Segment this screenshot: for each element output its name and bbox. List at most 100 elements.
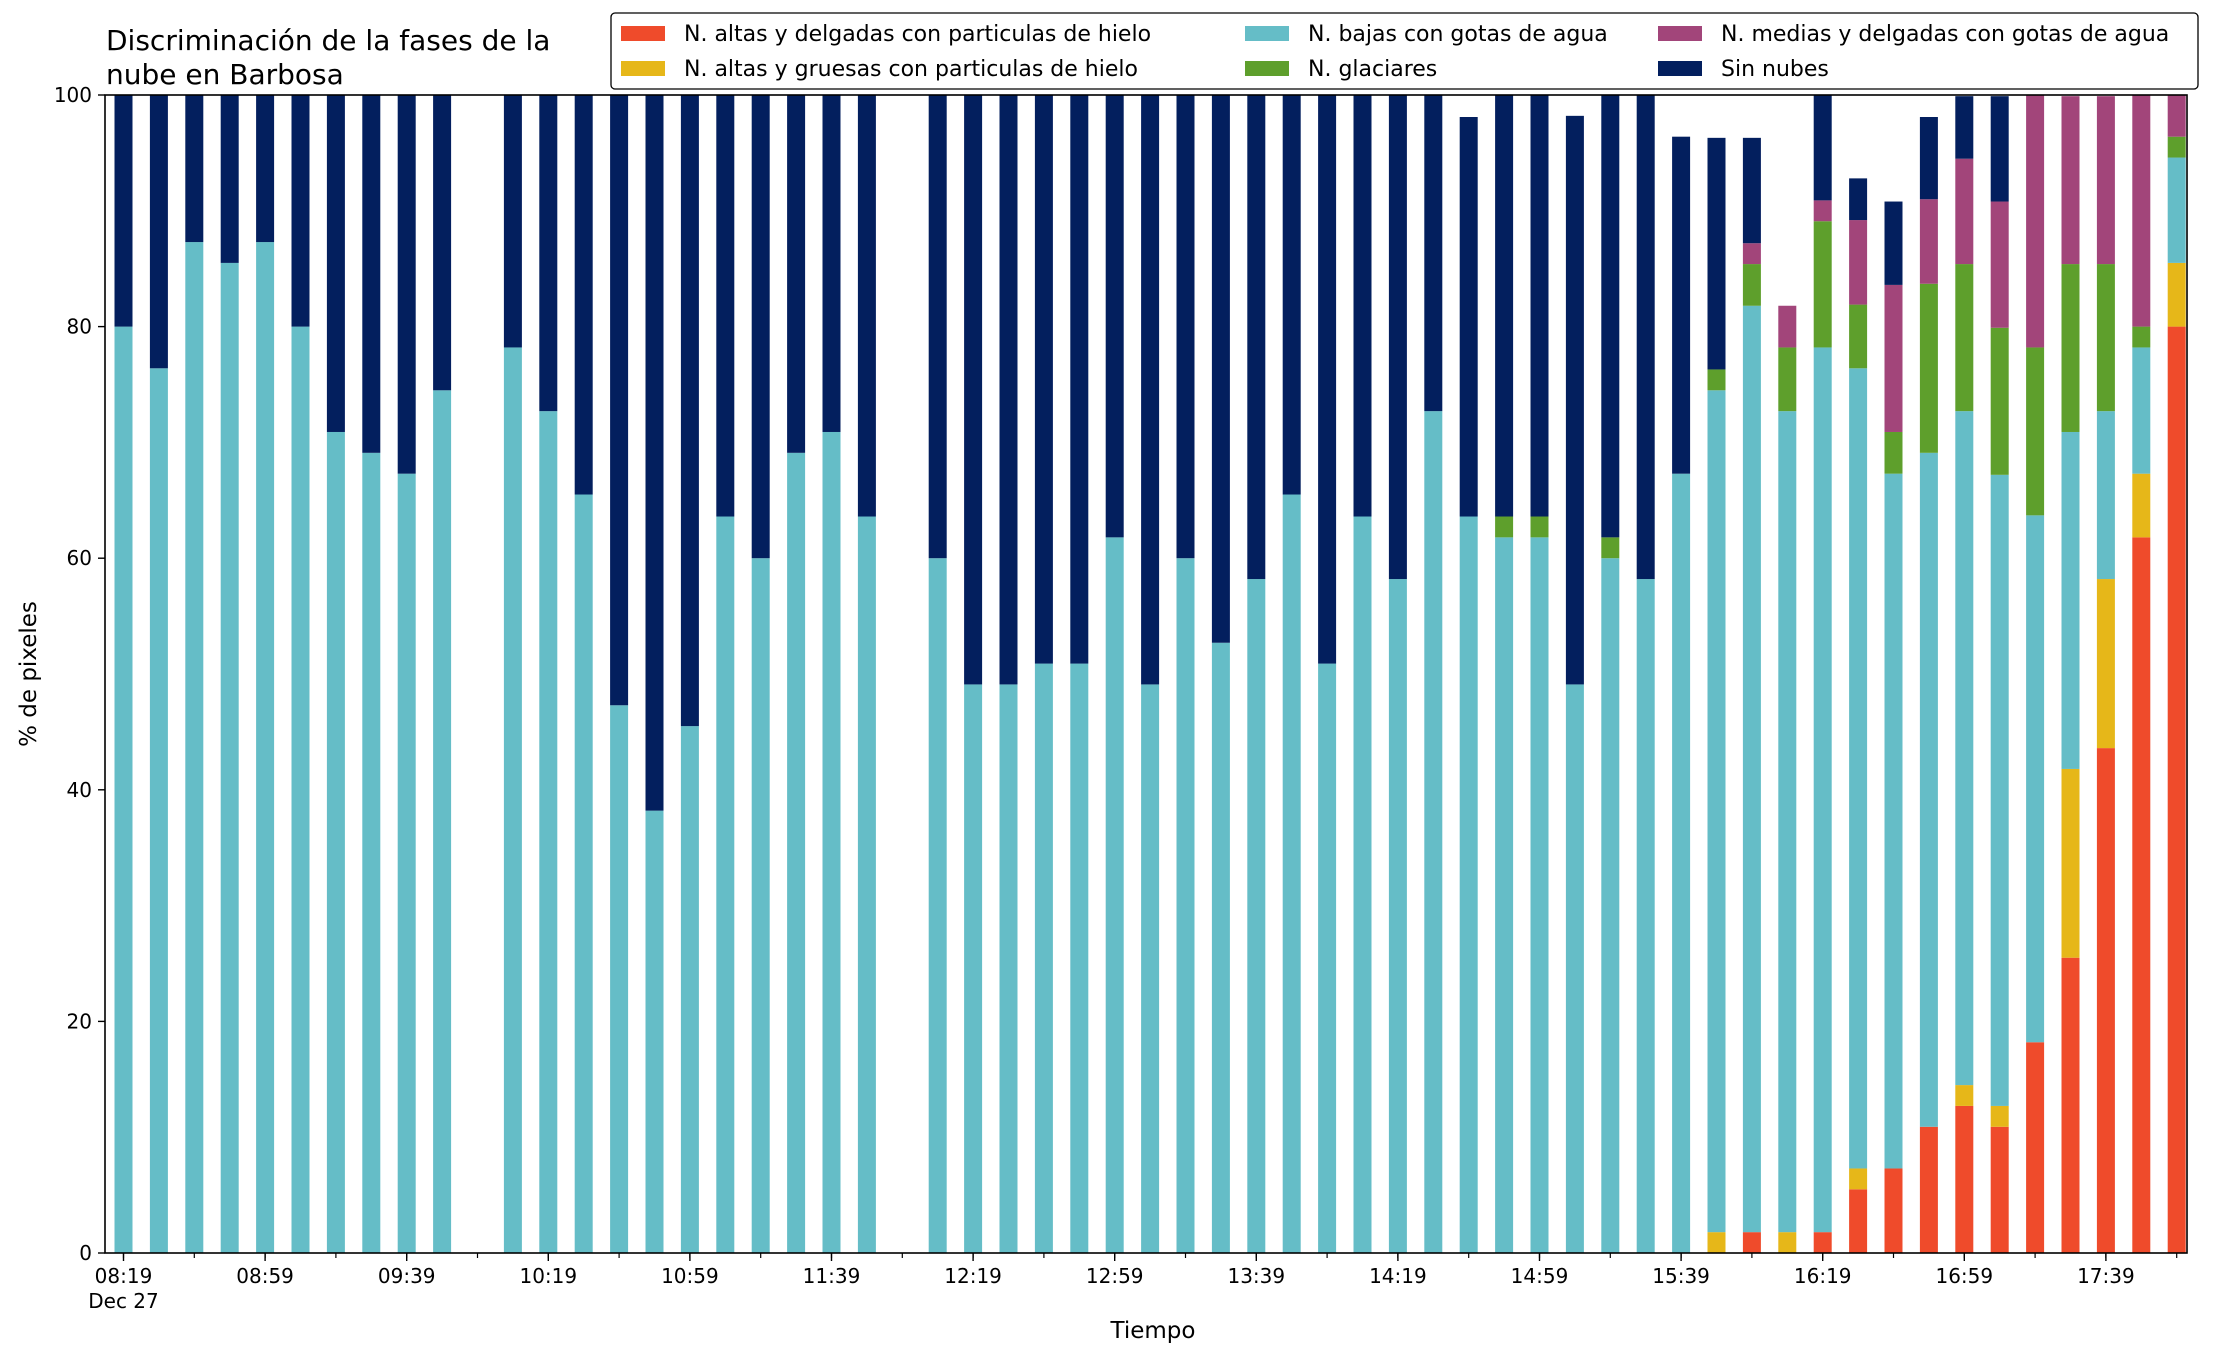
bar-segment-5-9 xyxy=(433,95,452,391)
bar-segment-3-48 xyxy=(1813,221,1832,348)
bars-layer xyxy=(114,95,2186,1254)
bar-segment-5-31 xyxy=(1211,95,1230,643)
bar-segment-2-30 xyxy=(1176,558,1195,1253)
bar-segment-5-13 xyxy=(574,95,593,495)
bar-segment-0-56 xyxy=(2096,748,2115,1253)
bar-segment-4-57 xyxy=(2132,95,2151,327)
bar-segment-0-53 xyxy=(1990,1126,2009,1253)
bar-segment-1-57 xyxy=(2132,473,2151,538)
bar-segment-5-46 xyxy=(1742,137,1761,244)
bar-segment-2-17 xyxy=(716,516,735,1253)
legend-swatch-0 xyxy=(621,26,665,41)
bar-segment-3-54 xyxy=(2026,347,2045,516)
legend-label-2: N. bajas con gotas de agua xyxy=(1308,22,1608,47)
legend-swatch-3 xyxy=(1245,61,1289,76)
bar-segment-2-26 xyxy=(1034,663,1053,1253)
bar-segment-2-12 xyxy=(539,411,558,1253)
x-tick-label-3: 10:19 xyxy=(519,1264,577,1288)
bar-segment-5-37 xyxy=(1424,95,1443,412)
bar-segment-5-14 xyxy=(610,95,629,706)
bar-segment-0-46 xyxy=(1742,1232,1761,1253)
bar-segment-3-47 xyxy=(1778,347,1797,412)
x-tick-label-1: 08:59 xyxy=(236,1264,294,1288)
bar-segment-2-58 xyxy=(2167,157,2186,263)
bar-segment-2-38 xyxy=(1459,516,1478,1253)
x-tick-label-7: 12:59 xyxy=(1086,1264,1144,1288)
bar-segment-5-6 xyxy=(326,95,345,432)
bar-segment-5-18 xyxy=(751,95,770,559)
bar-segment-5-33 xyxy=(1282,95,1301,495)
bar-segment-4-54 xyxy=(2026,95,2045,348)
bar-segment-2-1 xyxy=(149,368,168,1254)
bar-segment-2-9 xyxy=(433,390,452,1253)
bar-segment-4-53 xyxy=(1990,201,2009,328)
bar-segment-2-0 xyxy=(114,326,133,1254)
bar-segment-1-52 xyxy=(1955,1085,1974,1106)
bar-segment-5-49 xyxy=(1849,178,1868,221)
x-axis-label: Tiempo xyxy=(1110,1318,1196,1344)
legend-label-3: N. glaciares xyxy=(1308,57,1437,82)
bar-segment-0-54 xyxy=(2026,1042,2045,1253)
bar-segment-3-46 xyxy=(1742,264,1761,306)
x-tick-label-2: 09:39 xyxy=(378,1264,436,1288)
bar-segment-3-56 xyxy=(2096,264,2115,412)
x-tick-label-8: 13:39 xyxy=(1227,1264,1285,1288)
bar-segment-2-8 xyxy=(397,473,416,1253)
bar-segment-5-32 xyxy=(1247,95,1266,580)
bar-segment-2-57 xyxy=(2132,347,2151,474)
bar-segment-2-33 xyxy=(1282,494,1301,1253)
bar-segment-3-52 xyxy=(1955,264,1974,412)
bar-segment-2-25 xyxy=(999,684,1018,1253)
bar-segment-5-21 xyxy=(857,95,876,517)
legend: N. altas y delgadas con particulas de hi… xyxy=(610,12,2199,90)
x-tick-label-13: 16:59 xyxy=(1935,1264,1993,1288)
bar-segment-5-0 xyxy=(114,95,133,327)
bar-segment-4-49 xyxy=(1849,220,1868,305)
bar-segment-5-4 xyxy=(256,95,275,243)
bar-segment-1-49 xyxy=(1849,1168,1868,1190)
bar-segment-2-13 xyxy=(574,494,593,1253)
bar-segment-2-19 xyxy=(787,452,806,1253)
bar-segment-5-1 xyxy=(149,95,168,369)
y-tick-label-3: 60 xyxy=(67,546,92,570)
bar-segment-4-58 xyxy=(2167,95,2186,137)
legend-label-5: Sin nubes xyxy=(1721,57,1829,82)
y-axis: 0 20 40 60 80 100 xyxy=(54,83,105,1265)
bar-segment-2-24 xyxy=(964,684,983,1253)
bar-segment-0-50 xyxy=(1884,1168,1903,1253)
bar-segment-2-41 xyxy=(1565,684,1584,1253)
x-tick-label-0: 08:19 xyxy=(95,1264,153,1288)
bar-segment-1-47 xyxy=(1778,1232,1797,1253)
bar-segment-4-55 xyxy=(2061,96,2080,265)
bar-segment-4-48 xyxy=(1813,200,1832,222)
bar-segment-2-46 xyxy=(1742,305,1761,1233)
chart-title-line-1: Discriminación de la fases de la xyxy=(106,24,550,57)
bar-segment-5-2 xyxy=(185,95,204,243)
bar-segment-2-15 xyxy=(645,810,664,1253)
bar-segment-5-34 xyxy=(1318,95,1337,664)
bar-segment-3-39 xyxy=(1495,516,1514,538)
bar-segment-5-15 xyxy=(645,95,664,811)
bar-segment-2-35 xyxy=(1353,516,1372,1253)
bar-segment-5-17 xyxy=(716,95,735,517)
x-tick-sublabel: Dec 27 xyxy=(88,1289,159,1313)
y-tick-label-1: 20 xyxy=(67,1009,92,1033)
bar-segment-5-5 xyxy=(291,95,310,327)
bar-segment-5-19 xyxy=(787,95,806,453)
bar-segment-2-23 xyxy=(928,558,947,1253)
bar-segment-2-51 xyxy=(1919,452,1938,1127)
bar-segment-2-55 xyxy=(2061,431,2080,769)
bar-segment-5-48 xyxy=(1813,95,1832,201)
bar-segment-3-42 xyxy=(1601,537,1620,559)
bar-segment-2-14 xyxy=(610,705,629,1253)
bar-segment-4-51 xyxy=(1919,199,1938,284)
x-axis: 08:19 08:59 09:39 10:19 10:59 11:39 12:19 12:59… xyxy=(88,1253,2178,1313)
bar-segment-5-8 xyxy=(397,95,416,474)
y-tick-label-2: 40 xyxy=(67,778,92,802)
bar-segment-2-31 xyxy=(1211,642,1230,1253)
bar-segment-3-57 xyxy=(2132,326,2151,348)
x-tick-label-4: 10:59 xyxy=(661,1264,719,1288)
y-tick-label-0: 0 xyxy=(79,1241,92,1265)
bar-segment-3-53 xyxy=(1990,327,2009,475)
bar-segment-5-29 xyxy=(1141,95,1160,685)
